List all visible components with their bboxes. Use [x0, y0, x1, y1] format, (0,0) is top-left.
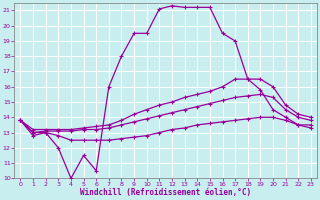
X-axis label: Windchill (Refroidissement éolien,°C): Windchill (Refroidissement éolien,°C)	[80, 188, 251, 197]
